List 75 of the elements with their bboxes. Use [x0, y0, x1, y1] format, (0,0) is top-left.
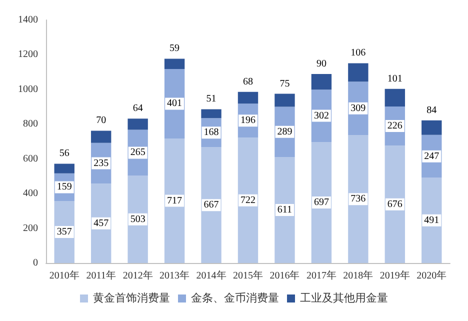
bar: [311, 142, 332, 263]
data-label: 289: [277, 126, 292, 138]
legend-label: 黄金首饰消费量: [93, 292, 170, 304]
x-tick-label: 2011年: [86, 270, 116, 282]
bar: [348, 63, 368, 82]
y-tick-label: 1200: [18, 49, 38, 60]
data-label: 667: [204, 200, 219, 211]
data-label: 168: [204, 127, 219, 138]
bar: [348, 135, 368, 263]
data-label: 226: [387, 120, 402, 132]
bar: [384, 146, 406, 263]
data-label: 70: [96, 115, 106, 126]
data-label: 51: [206, 94, 216, 105]
data-label: 68: [243, 76, 253, 88]
x-tick-label: 2018年: [343, 270, 374, 282]
bar: [422, 178, 442, 263]
data-label: 247: [424, 150, 440, 162]
bar: [238, 92, 258, 104]
bar: [274, 94, 295, 107]
y-tick-label: 1000: [18, 84, 38, 95]
data-label: 159: [56, 182, 72, 193]
bar: [90, 130, 112, 143]
data-label: 265: [130, 147, 146, 158]
bar: [201, 147, 222, 263]
data-label: 101: [387, 73, 402, 84]
data-label: 491: [424, 214, 440, 226]
data-label: 503: [130, 214, 146, 225]
bar: [238, 138, 258, 263]
data-label: 90: [316, 58, 326, 70]
legend-label: 工业及其他用金量: [300, 292, 388, 304]
bar: [422, 120, 442, 135]
bar: [201, 109, 222, 118]
y-tick-label: 0: [33, 258, 38, 268]
data-label: 59: [170, 43, 180, 54]
x-tick-label: 2016年: [270, 270, 300, 282]
data-label: 64: [132, 103, 143, 114]
data-label: 736: [350, 194, 366, 205]
data-label: 196: [240, 115, 256, 126]
data-label: 722: [240, 194, 256, 206]
y-tick-label: 600: [23, 153, 38, 164]
bar: [164, 138, 185, 263]
bar: [164, 58, 185, 69]
data-label: 357: [56, 226, 72, 238]
data-label: 84: [426, 104, 437, 116]
data-label: 717: [167, 195, 182, 206]
data-label: 697: [314, 197, 329, 208]
y-tick-label: 800: [23, 118, 38, 130]
data-label: 401: [167, 98, 182, 110]
data-label: 75: [280, 78, 290, 90]
data-label: 56: [59, 148, 70, 160]
x-tick-label: 2019年: [380, 270, 410, 282]
bar: [311, 74, 332, 90]
y-tick-label: 400: [23, 188, 38, 200]
y-tick-label: 1400: [18, 14, 38, 26]
bar: [128, 176, 148, 263]
data-label: 676: [387, 198, 402, 210]
data-label: 457: [94, 218, 109, 229]
data-label: 611: [277, 204, 292, 216]
x-tick-label: 2010年: [49, 270, 80, 282]
data-label: 106: [350, 48, 366, 59]
x-tick-label: 2020年: [416, 270, 447, 282]
data-label: 302: [314, 110, 329, 122]
bar: [274, 156, 295, 263]
x-tick-label: 2013年: [160, 270, 190, 282]
data-label: 235: [94, 158, 109, 169]
x-tick-label: 2014年: [196, 270, 226, 282]
bar: [128, 118, 148, 130]
x-tick-label: 2015年: [233, 270, 263, 282]
data-label: 309: [350, 102, 366, 114]
x-tick-label: 2012年: [122, 270, 153, 282]
bar: [384, 88, 406, 106]
bar: [54, 164, 74, 174]
y-tick-label: 200: [23, 222, 38, 234]
x-tick-label: 2017年: [306, 270, 336, 282]
legend-label: 金条、金币消费量: [191, 292, 279, 304]
